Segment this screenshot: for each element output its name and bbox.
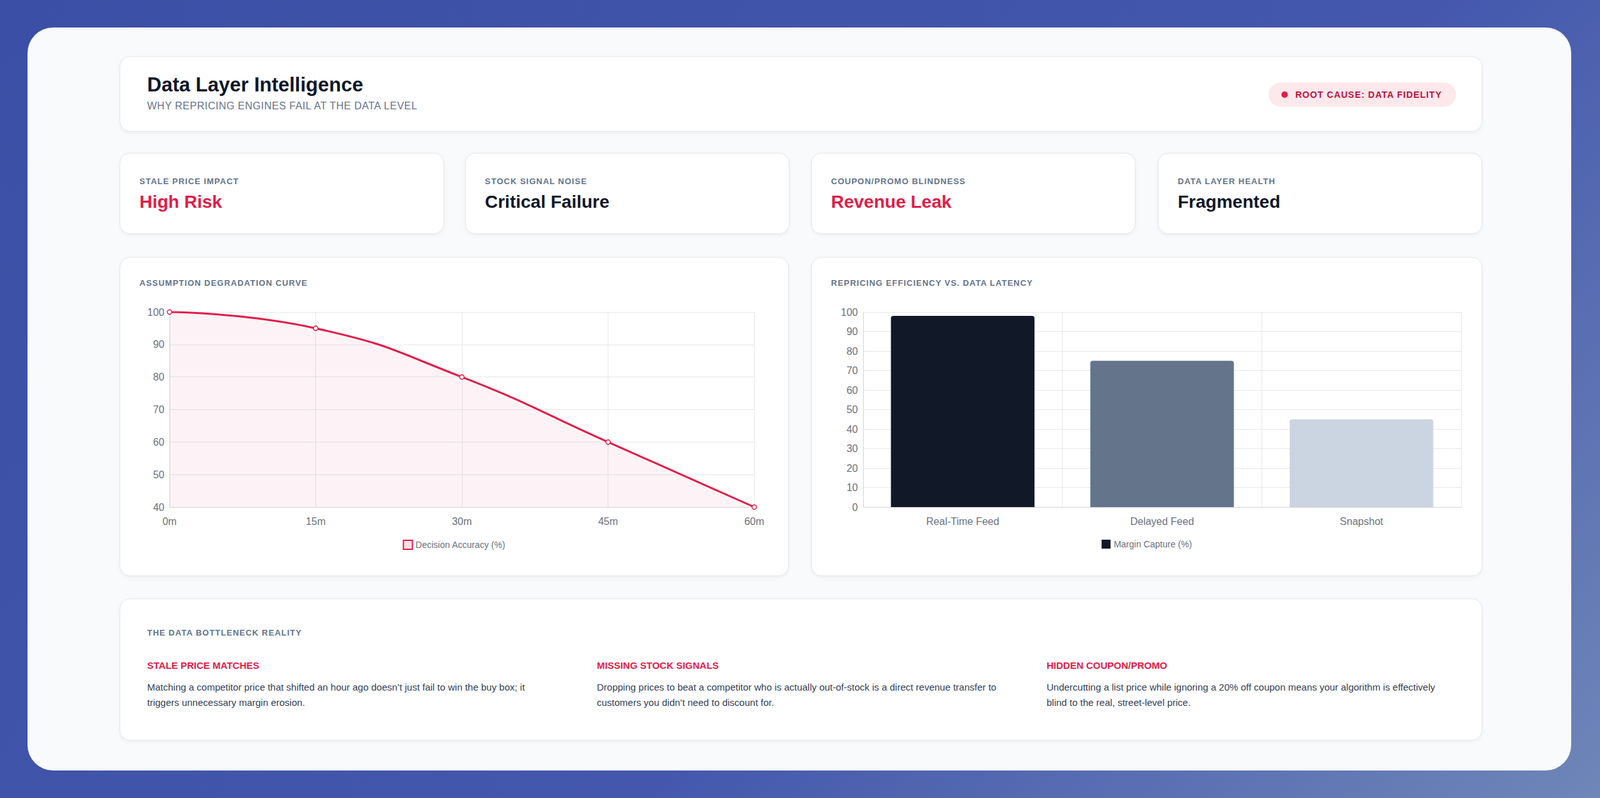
svg-text:0: 0 [852,502,858,514]
svg-text:10: 10 [846,482,858,494]
svg-text:15m: 15m [305,516,326,528]
html-text:Undercutting a list price whil: Undercutting a list price while ignoring… [1046,681,1436,709]
svg-text:Snapshot: Snapshot [1339,516,1384,528]
svg-text:Real-Time Feed: Real-Time Feed [926,516,1000,528]
html-text:Matching a competitor price th: Matching a competitor price that shifted… [147,681,525,709]
html-text:REPRICING EFFICIENCY VS. DATA: REPRICING EFFICIENCY VS. DATA LATENCY [831,278,1034,288]
html-text:THE DATA BOTTLENECK REALITY: THE DATA BOTTLENECK REALITY [147,628,302,638]
svg-text:90: 90 [846,326,858,338]
svg-text:60: 60 [846,385,858,397]
html-text:MISSING STOCK SIGNALS: MISSING STOCK SIGNALS [596,660,719,672]
svg-text:40: 40 [152,502,165,514]
html-text:STALE PRICE IMPACT: STALE PRICE IMPACT [139,176,239,187]
html-text:COUPON/PROMO BLINDNESS: COUPON/PROMO BLINDNESS [831,176,966,187]
html-text:ROOT CAUSE: DATA FIDELITY: ROOT CAUSE: DATA FIDELITY [1295,89,1442,100]
html-text:STALE PRICE MATCHES: STALE PRICE MATCHES [147,660,260,672]
html-text:ASSUMPTION DEGRADATION CURVE: ASSUMPTION DEGRADATION CURVE [139,278,308,288]
svg-text:50: 50 [846,404,858,416]
svg-text:30m: 30m [451,516,472,528]
svg-text:90: 90 [152,339,165,350]
svg-text:20: 20 [846,463,858,475]
svg-text:70: 70 [846,365,858,377]
svg-text:60: 60 [152,436,165,448]
html-text:Data Layer Intelligence: Data Layer Intelligence [147,73,364,96]
html-text:HIDDEN COUPON/PROMO: HIDDEN COUPON/PROMO [1046,660,1168,672]
html-text:DATA LAYER HEALTH: DATA LAYER HEALTH [1177,176,1276,187]
svg-text:Decision Accuracy (%): Decision Accuracy (%) [415,539,506,551]
svg-text:100: 100 [147,307,165,318]
svg-text:80: 80 [846,346,858,357]
svg-text:80: 80 [152,371,165,383]
svg-text:60m: 60m [744,516,764,528]
html-text:Dropping prices to beat a comp: Dropping prices to beat a competitor who… [596,681,997,709]
svg-text:45m: 45m [598,516,618,528]
svg-text:40: 40 [846,424,858,436]
svg-text:Delayed Feed: Delayed Feed [1130,516,1195,528]
html-text:WHY REPRICING ENGINES FAIL AT: WHY REPRICING ENGINES FAIL AT THE DATA L… [147,100,418,112]
html-text:Critical Failure: Critical Failure [484,191,610,212]
svg-text:70: 70 [152,404,165,416]
svg-text:30: 30 [846,443,858,455]
svg-text:0m: 0m [162,516,177,528]
svg-text:Margin Capture (%): Margin Capture (%) [1113,539,1192,550]
html-text:STOCK SIGNAL NOISE: STOCK SIGNAL NOISE [484,176,588,187]
html-text:Fragmented: Fragmented [1177,191,1281,212]
html-text:High Risk: High Risk [139,191,223,212]
html-text:Revenue Leak: Revenue Leak [831,191,952,212]
svg-text:100: 100 [840,307,858,318]
svg-text:50: 50 [152,469,165,481]
